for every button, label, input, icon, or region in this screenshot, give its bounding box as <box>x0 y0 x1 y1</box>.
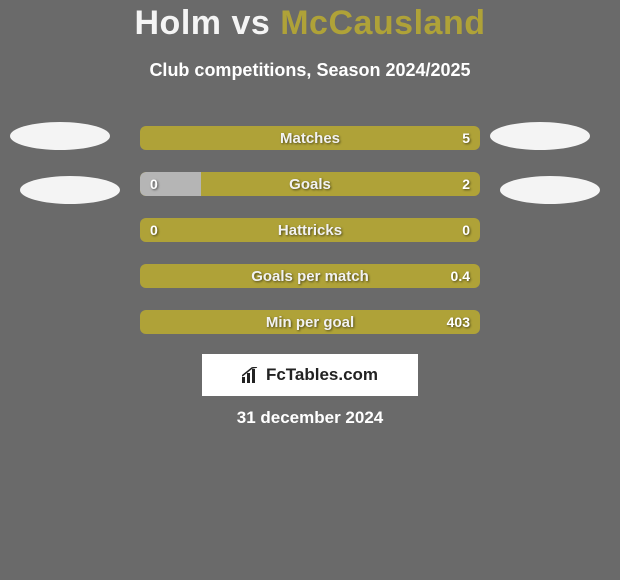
stat-row-right-value: 0.4 <box>451 264 470 288</box>
placeholder-ellipse-top-left <box>10 122 110 150</box>
stat-row: Min per goal403 <box>140 310 480 334</box>
title-joiner: vs <box>222 4 281 42</box>
stat-row-right-value: 403 <box>447 310 470 334</box>
subtitle: Club competitions, Season 2024/2025 <box>0 60 620 81</box>
stat-row-label: Goals per match <box>140 264 480 288</box>
title-player-right: McCausland <box>280 4 485 42</box>
stat-row-right-value: 0 <box>462 218 470 242</box>
attribution-label: FcTables.com <box>266 365 378 385</box>
stat-row-label: Min per goal <box>140 310 480 334</box>
attribution-text: FcTables.com <box>242 365 378 385</box>
comparison-infographic: Holm vs McCausland Club competitions, Se… <box>0 0 620 580</box>
bars-icon <box>242 367 262 383</box>
stat-row-right-value: 5 <box>462 126 470 150</box>
stat-row: Hattricks0 0 <box>140 218 480 242</box>
stat-row: Matches5 <box>140 126 480 150</box>
stat-row-label: Goals <box>140 172 480 196</box>
stat-row-left-value: 0 <box>150 218 158 242</box>
page-title: Holm vs McCausland <box>0 4 620 43</box>
stat-row: Goals per match0.4 <box>140 264 480 288</box>
stat-row: Goals0 2 <box>140 172 480 196</box>
stat-row-label: Hattricks <box>140 218 480 242</box>
date-label: 31 december 2024 <box>0 408 620 428</box>
placeholder-ellipse-bottom-right <box>500 176 600 204</box>
placeholder-ellipse-bottom-left <box>20 176 120 204</box>
stat-rows: Matches5Goals02Hattricks00Goals per matc… <box>140 126 480 356</box>
stat-row-left-value: 0 <box>150 172 158 196</box>
stat-row-label: Matches <box>140 126 480 150</box>
placeholder-ellipse-top-right <box>490 122 590 150</box>
stat-row-right-value: 2 <box>462 172 470 196</box>
attribution-box: FcTables.com <box>202 354 418 396</box>
title-player-left: Holm <box>135 4 222 42</box>
